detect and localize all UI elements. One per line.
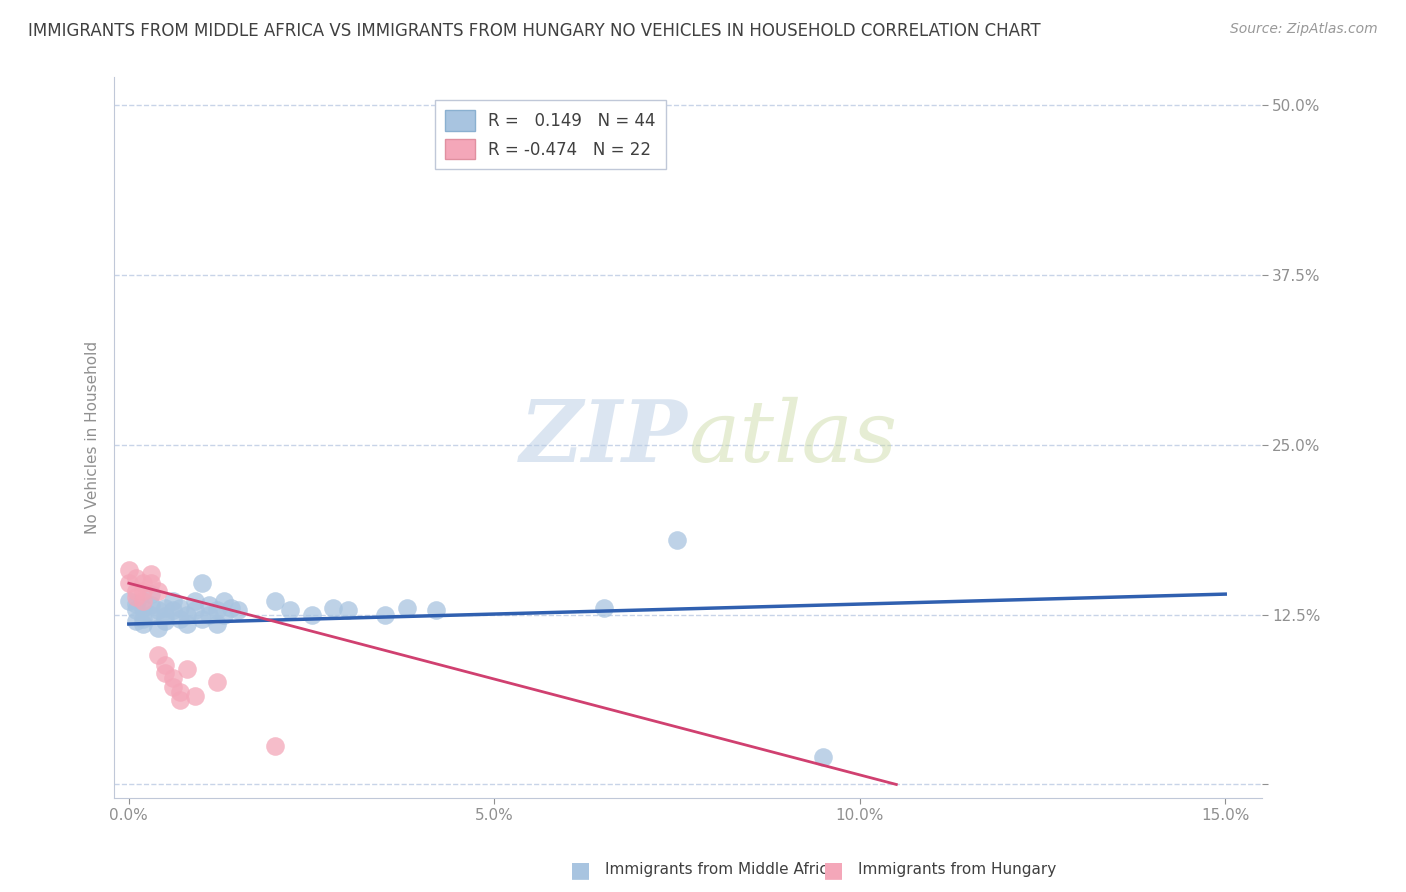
Point bbox=[118, 594, 141, 608]
Point bbox=[125, 584, 148, 599]
Point bbox=[125, 571, 148, 585]
Point bbox=[132, 576, 155, 591]
Point bbox=[139, 598, 162, 612]
Point bbox=[301, 607, 323, 622]
Point bbox=[191, 611, 214, 625]
Text: atlas: atlas bbox=[688, 396, 897, 479]
Point bbox=[132, 611, 155, 625]
Point bbox=[811, 750, 834, 764]
Point bbox=[278, 603, 301, 617]
Point bbox=[169, 685, 191, 699]
Point bbox=[395, 600, 418, 615]
Point bbox=[198, 607, 221, 622]
Text: Source: ZipAtlas.com: Source: ZipAtlas.com bbox=[1230, 22, 1378, 37]
Point bbox=[155, 665, 177, 680]
Point bbox=[212, 607, 235, 622]
Text: ■: ■ bbox=[823, 860, 844, 880]
Point bbox=[132, 584, 155, 599]
Point bbox=[155, 657, 177, 672]
Point bbox=[125, 615, 148, 629]
Point bbox=[205, 617, 228, 632]
Point bbox=[169, 611, 191, 625]
Point bbox=[205, 603, 228, 617]
Point bbox=[198, 598, 221, 612]
Point bbox=[132, 600, 155, 615]
Point bbox=[176, 617, 198, 632]
Point bbox=[125, 597, 148, 611]
Point bbox=[118, 576, 141, 591]
Point bbox=[374, 607, 396, 622]
Point bbox=[425, 603, 447, 617]
Point bbox=[666, 533, 689, 547]
Point bbox=[139, 566, 162, 581]
Point bbox=[162, 672, 184, 686]
Point bbox=[146, 603, 169, 617]
Point bbox=[146, 648, 169, 663]
Point bbox=[118, 563, 141, 577]
Point bbox=[183, 594, 205, 608]
Text: IMMIGRANTS FROM MIDDLE AFRICA VS IMMIGRANTS FROM HUNGARY NO VEHICLES IN HOUSEHOL: IMMIGRANTS FROM MIDDLE AFRICA VS IMMIGRA… bbox=[28, 22, 1040, 40]
Point bbox=[132, 594, 155, 608]
Point bbox=[162, 603, 184, 617]
Point bbox=[169, 600, 191, 615]
Text: ZIP: ZIP bbox=[520, 396, 688, 480]
Point bbox=[146, 621, 169, 635]
Point bbox=[337, 603, 360, 617]
Point bbox=[191, 576, 214, 591]
Point bbox=[264, 739, 287, 754]
Point bbox=[125, 603, 148, 617]
Point bbox=[132, 617, 155, 632]
Point bbox=[139, 576, 162, 591]
Point bbox=[155, 615, 177, 629]
Point bbox=[176, 662, 198, 676]
Point bbox=[125, 590, 148, 604]
Point bbox=[139, 587, 162, 601]
Point bbox=[155, 608, 177, 623]
Point bbox=[183, 603, 205, 617]
Point bbox=[593, 600, 616, 615]
Point bbox=[169, 693, 191, 707]
Point bbox=[205, 675, 228, 690]
Point bbox=[322, 600, 344, 615]
Y-axis label: No Vehicles in Household: No Vehicles in Household bbox=[86, 341, 100, 534]
Point bbox=[155, 600, 177, 615]
Point bbox=[162, 594, 184, 608]
Point bbox=[228, 603, 250, 617]
Text: ■: ■ bbox=[569, 860, 591, 880]
Legend: R =   0.149   N = 44, R = -0.474   N = 22: R = 0.149 N = 44, R = -0.474 N = 22 bbox=[434, 100, 665, 169]
Point bbox=[162, 680, 184, 694]
Point bbox=[219, 600, 242, 615]
Text: Immigrants from Middle Africa: Immigrants from Middle Africa bbox=[605, 863, 837, 877]
Text: Immigrants from Hungary: Immigrants from Hungary bbox=[858, 863, 1056, 877]
Point bbox=[176, 607, 198, 622]
Point bbox=[212, 594, 235, 608]
Point bbox=[146, 584, 169, 599]
Point bbox=[264, 594, 287, 608]
Point bbox=[139, 607, 162, 622]
Point bbox=[183, 689, 205, 703]
